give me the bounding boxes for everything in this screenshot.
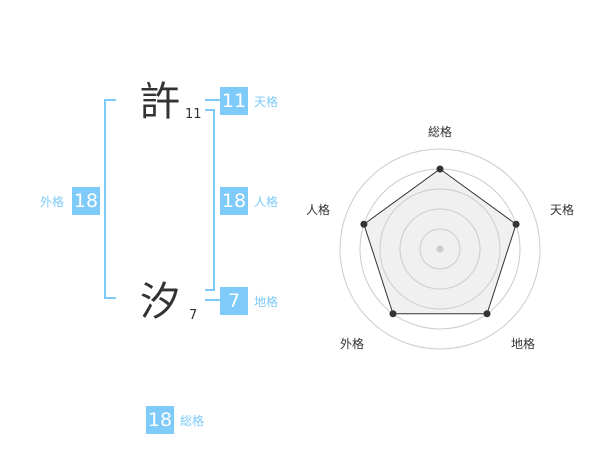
radar-ring [399,208,481,290]
radar-label-gaikaku: 外格 [340,337,365,351]
radar-label-soukaku: 総格 [428,125,453,139]
radar-label-chikaku: 地格 [511,337,536,351]
radar-point [483,310,491,318]
radar-line [363,168,517,315]
chikaku-connector [205,299,220,301]
gaikaku-value: 18 [72,187,100,215]
tenkaku-connector [205,99,220,101]
chikaku-label: 地格 [254,295,279,309]
radar-point [389,310,397,318]
bracket-stub [104,297,116,299]
bracket-stub [205,109,215,111]
name-char-1: 許 [140,79,180,125]
soukaku-label: 総格 [180,414,205,428]
bracket-stub [205,289,215,291]
bracket-stub [104,99,116,101]
gaikaku-label: 外格 [40,195,65,209]
radar-label-jinkaku: 人格 [306,203,331,217]
soukaku-value: 18 [146,406,174,434]
radar-ring [379,188,501,310]
name-char-2: 汐 [140,279,180,325]
radar-center [436,245,444,253]
tenkaku-label: 天格 [254,95,279,109]
jinkaku-value: 18 [220,187,248,215]
jinkaku-bracket [213,109,215,291]
radar-label-tenkaku: 天格 [550,203,575,217]
radar-fill [363,169,517,314]
radar-point [512,220,520,228]
radar-point [360,220,368,228]
jinkaku-label: 人格 [254,195,279,209]
tenkaku-value: 11 [220,87,248,115]
stroke-count-2: 7 [189,308,198,323]
radar-ring [419,228,461,270]
stroke-count-1: 11 [185,107,202,122]
gaikaku-bracket [104,99,106,299]
chikaku-value: 7 [220,287,248,315]
radar-ring [339,148,541,350]
radar-point [436,165,444,173]
